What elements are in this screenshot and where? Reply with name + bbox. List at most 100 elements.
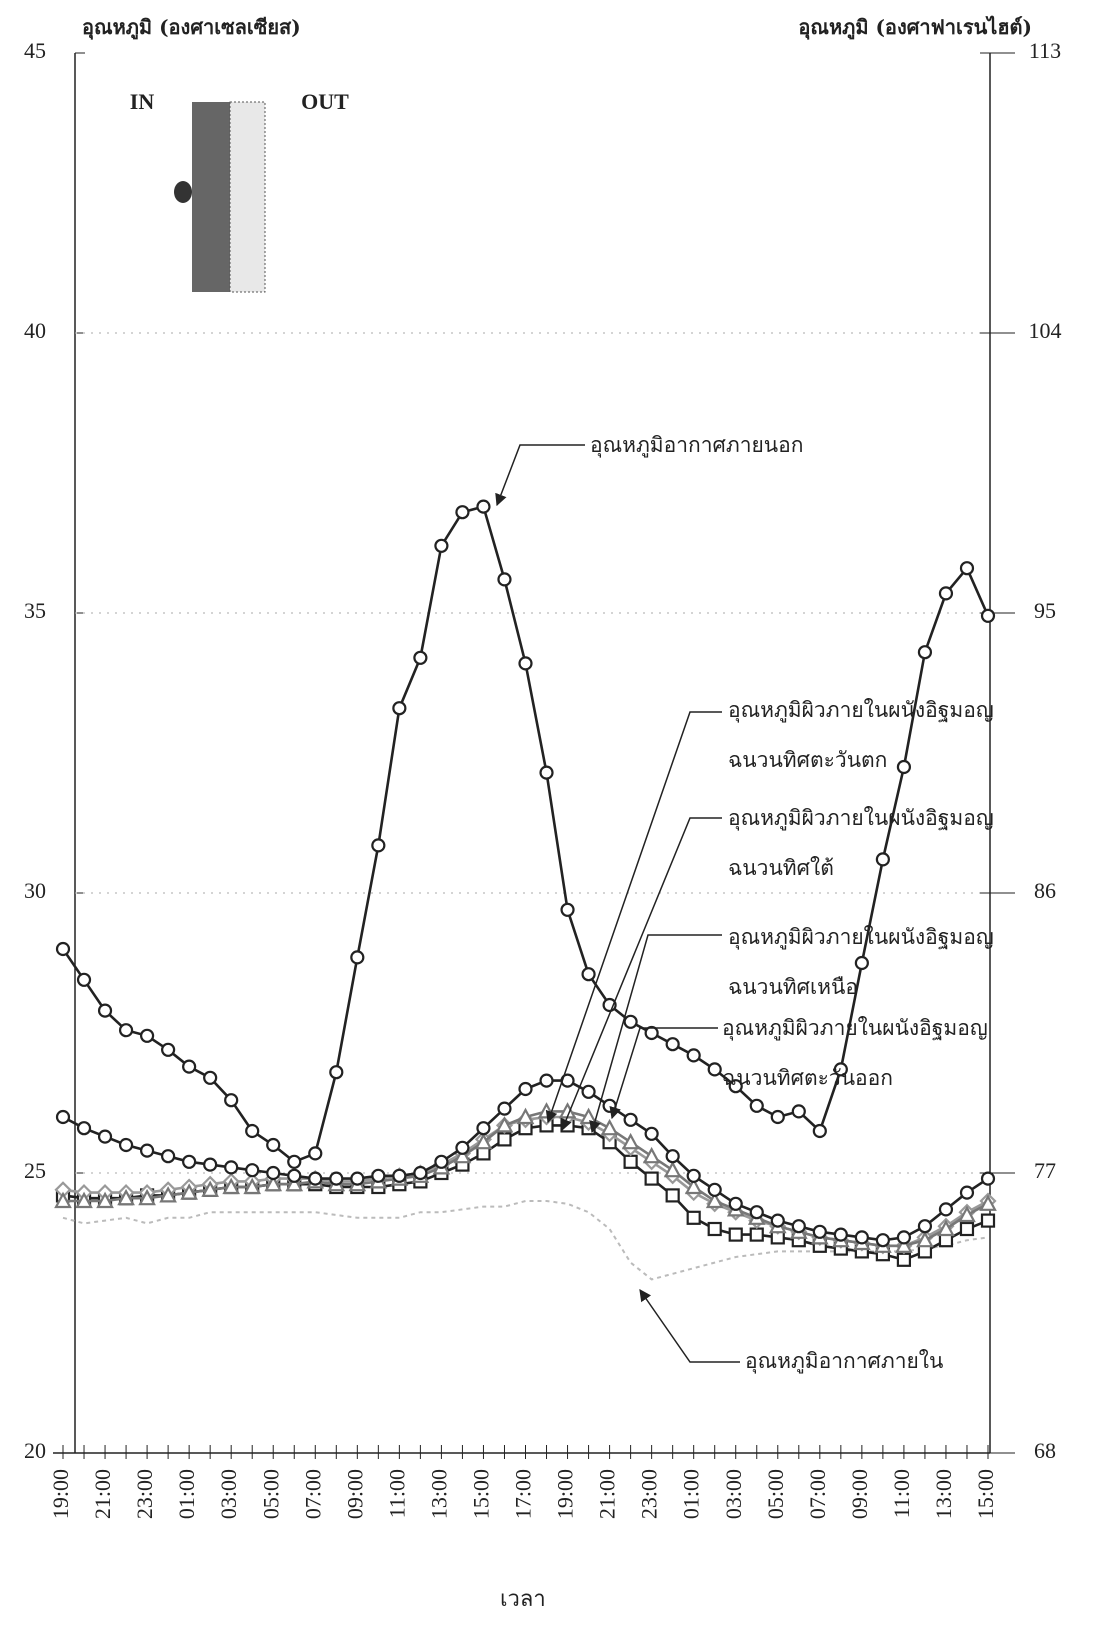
inset-label: IN xyxy=(130,89,155,114)
marker xyxy=(162,1044,174,1056)
marker xyxy=(667,1150,679,1162)
x-tick-label: 03:00 xyxy=(216,1469,241,1519)
marker xyxy=(225,1161,237,1173)
leader-line xyxy=(640,1290,740,1362)
marker xyxy=(982,610,994,622)
x-axis-title: เวลา xyxy=(500,1585,546,1615)
marker xyxy=(877,1234,889,1246)
y-axis-title: อุณหภูมิ (องศาเซลเซียส) xyxy=(82,2,301,52)
marker xyxy=(498,573,510,585)
marker xyxy=(730,1198,742,1210)
marker xyxy=(204,1159,216,1171)
marker xyxy=(541,767,553,779)
y2-tick-label: 68 xyxy=(1034,1438,1056,1463)
x-tick-label: 07:00 xyxy=(805,1469,830,1519)
x-tick-label: 01:00 xyxy=(174,1469,199,1519)
marker xyxy=(477,1122,489,1134)
marker xyxy=(751,1206,763,1218)
marker xyxy=(541,1075,553,1087)
chart-page: IN OUT 2025303540456877869510411319:0021… xyxy=(0,0,1112,1630)
marker xyxy=(288,1156,300,1168)
y-tick-label: 45 xyxy=(24,38,46,63)
marker xyxy=(99,1131,111,1143)
marker xyxy=(246,1164,258,1176)
y-tick-label: 30 xyxy=(24,878,46,903)
marker xyxy=(141,1145,153,1157)
series-label: อุณหภูมิผิวภายในผนังอิฐมอญ ฉนวนทิศใต้ xyxy=(728,793,994,893)
marker xyxy=(982,1215,994,1227)
marker xyxy=(351,1173,363,1185)
marker xyxy=(709,1184,721,1196)
marker xyxy=(940,1203,952,1215)
series-line xyxy=(63,1117,988,1246)
x-tick-label: 03:00 xyxy=(721,1469,746,1519)
marker xyxy=(562,904,574,916)
marker xyxy=(940,587,952,599)
x-tick-label: 19:00 xyxy=(48,1469,73,1519)
marker xyxy=(498,1133,510,1145)
marker xyxy=(183,1061,195,1073)
marker xyxy=(267,1167,279,1179)
marker xyxy=(330,1173,342,1185)
inset-label: OUT xyxy=(301,89,349,114)
series-line xyxy=(63,1081,988,1241)
marker xyxy=(625,1114,637,1126)
leader-line xyxy=(497,445,585,505)
marker xyxy=(625,1016,637,1028)
marker xyxy=(162,1150,174,1162)
x-tick-label: 09:00 xyxy=(847,1469,872,1519)
marker xyxy=(919,646,931,658)
marker xyxy=(120,1024,132,1036)
marker xyxy=(730,1229,742,1241)
y-tick-label: 25 xyxy=(24,1158,46,1183)
marker xyxy=(624,1135,638,1148)
marker xyxy=(646,1173,658,1185)
marker xyxy=(78,974,90,986)
marker xyxy=(919,1220,931,1232)
series-label: อุณหภูมิผิวภายในผนังอิฐมอญ ฉนวนทิศตะวันต… xyxy=(728,685,994,785)
marker xyxy=(961,1187,973,1199)
marker xyxy=(183,1156,195,1168)
y2-tick-label: 95 xyxy=(1034,598,1056,623)
marker xyxy=(688,1049,700,1061)
x-tick-label: 19:00 xyxy=(553,1469,578,1519)
x-tick-label: 11:00 xyxy=(384,1469,409,1518)
marker xyxy=(288,1170,300,1182)
marker xyxy=(225,1094,237,1106)
marker xyxy=(667,1189,679,1201)
marker xyxy=(688,1170,700,1182)
series-label: อุณหภูมิผิวภายในผนังอิฐมอญ ฉนวนทิศตะวันอ… xyxy=(722,1003,988,1103)
marker xyxy=(141,1030,153,1042)
x-tick-label: 21:00 xyxy=(90,1469,115,1519)
marker xyxy=(57,943,69,955)
marker xyxy=(583,968,595,980)
x-tick-label: 05:00 xyxy=(258,1469,283,1519)
marker xyxy=(520,657,532,669)
x-tick-label: 23:00 xyxy=(637,1469,662,1519)
marker xyxy=(120,1139,132,1151)
x-tick-label: 11:00 xyxy=(889,1469,914,1518)
marker xyxy=(793,1220,805,1232)
marker xyxy=(603,1121,617,1134)
marker xyxy=(709,1063,721,1075)
marker xyxy=(477,501,489,513)
marker xyxy=(898,1231,910,1243)
marker xyxy=(835,1229,847,1241)
y2-tick-label: 104 xyxy=(1029,318,1062,343)
y2-tick-label: 113 xyxy=(1029,38,1061,63)
marker xyxy=(309,1147,321,1159)
x-tick-label: 21:00 xyxy=(595,1469,620,1519)
marker xyxy=(498,1103,510,1115)
marker xyxy=(856,1231,868,1243)
marker xyxy=(78,1122,90,1134)
marker xyxy=(961,562,973,574)
marker xyxy=(982,1173,994,1185)
x-tick-label: 13:00 xyxy=(426,1469,451,1519)
series-label: อุณหภูมิอากาศภายใน xyxy=(745,1336,943,1386)
series-label: อุณหภูมิอากาศภายนอก xyxy=(590,420,804,470)
x-tick-label: 01:00 xyxy=(679,1469,704,1519)
x-tick-label: 09:00 xyxy=(342,1469,367,1519)
marker xyxy=(456,1142,468,1154)
page: body { margin: 0; background: #fff; font… xyxy=(0,0,1112,1630)
series-line xyxy=(63,1125,988,1259)
